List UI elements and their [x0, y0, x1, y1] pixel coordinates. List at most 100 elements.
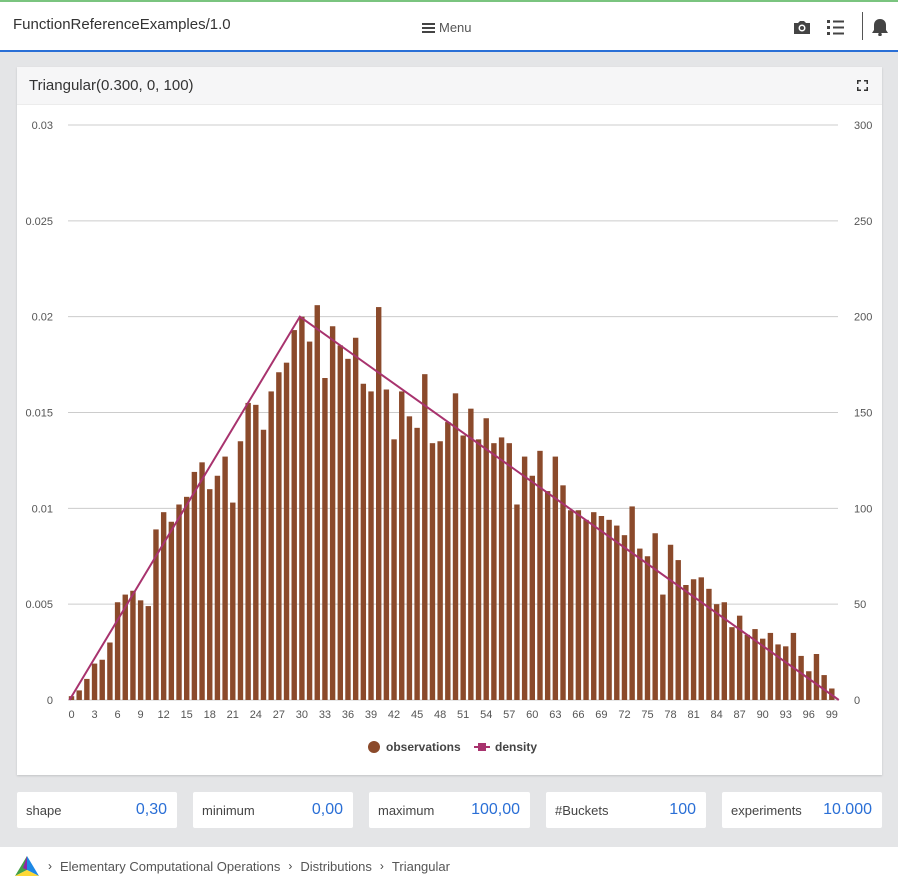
breadcrumb-item[interactable]: Elementary Computational Operations: [60, 858, 281, 874]
x-axis-tick-label: 36: [342, 709, 354, 721]
histogram-bar: [621, 535, 628, 700]
histogram-bar: [529, 475, 535, 700]
histogram-bar: [99, 659, 105, 700]
left-axis-tick-label: 0.01: [32, 503, 53, 515]
histogram-bar: [84, 678, 90, 700]
left-axis-tick-label: 0.005: [25, 599, 53, 611]
histogram-bar: [798, 655, 804, 700]
histogram-bar: [468, 408, 474, 700]
histogram-bar: [521, 456, 528, 700]
x-axis-tick-label: 90: [757, 709, 769, 721]
histogram-bar: [399, 391, 405, 700]
histogram-bar: [376, 307, 382, 700]
right-axis-tick-label: 0: [854, 695, 860, 707]
histogram-bar: [422, 374, 428, 700]
histogram-bar: [352, 337, 359, 700]
histogram-bar: [721, 602, 727, 700]
histogram-bar: [445, 422, 451, 700]
breadcrumb-item[interactable]: Triangular: [391, 858, 450, 874]
histogram-bar: [575, 510, 582, 700]
histogram-bar: [406, 416, 413, 700]
param-label: minimum: [202, 802, 255, 818]
hamburger-icon: [422, 22, 435, 33]
histogram-bar: [137, 600, 144, 700]
camera-icon[interactable]: [792, 18, 812, 36]
histogram-bar: [790, 632, 797, 700]
x-axis-tick-label: 21: [227, 709, 239, 721]
right-axis-tick-label: 200: [854, 312, 872, 324]
histogram-bar: [629, 506, 635, 700]
histogram-bar: [391, 439, 397, 700]
histogram-bar: [337, 345, 343, 700]
param-value: 100,00: [471, 801, 520, 818]
histogram-bar: [76, 690, 82, 700]
param-experiments[interactable]: experiments 10.000: [722, 792, 882, 828]
histogram-bar: [713, 604, 720, 700]
density-line: [68, 315, 840, 701]
x-axis-tick-label: 18: [204, 709, 216, 721]
left-axis-tick-label: 0.03: [32, 120, 53, 132]
parameter-bar: shape 0,30 minimum 0,00 maximum 100,00 #…: [0, 792, 898, 828]
menu-button[interactable]: Menu: [422, 20, 472, 35]
x-axis-tick-label: 84: [710, 709, 722, 721]
x-axis-tick-label: 45: [411, 709, 423, 721]
histogram-bar: [199, 462, 205, 700]
app-logo-icon[interactable]: [14, 855, 40, 877]
histogram-bar: [614, 525, 620, 700]
bell-icon[interactable]: [870, 18, 890, 36]
right-axis-tick-label: 50: [854, 599, 866, 611]
param-label: #Buckets: [555, 802, 609, 818]
histogram-bar: [360, 383, 367, 700]
param-label: shape: [26, 802, 62, 818]
param-shape[interactable]: shape 0,30: [17, 792, 177, 828]
x-axis-tick-label: 3: [91, 709, 97, 721]
histogram-bar: [491, 443, 497, 700]
histogram-bar: [460, 435, 466, 700]
x-axis-tick-label: 99: [826, 709, 838, 721]
histogram-bar: [544, 491, 551, 700]
param-maximum[interactable]: maximum 100,00: [369, 792, 530, 828]
histogram-bar: [675, 560, 681, 700]
histogram-bar: [207, 489, 213, 700]
param-minimum[interactable]: minimum 0,00: [193, 792, 353, 828]
param-label: maximum: [378, 802, 435, 818]
histogram-bar: [329, 326, 336, 700]
toolbar-divider: [862, 12, 863, 40]
x-axis-tick-label: 63: [549, 709, 561, 721]
histogram-bar: [184, 496, 190, 700]
histogram-bar: [91, 663, 98, 700]
list-icon[interactable]: [826, 18, 846, 36]
x-axis-tick-label: 60: [526, 709, 538, 721]
histogram-bar: [813, 654, 820, 700]
histogram-bar: [291, 330, 297, 700]
x-axis-tick-label: 93: [780, 709, 792, 721]
histogram-bar: [583, 519, 589, 700]
histogram-bar: [168, 521, 175, 700]
histogram-bar: [299, 316, 305, 700]
x-axis-tick-label: 33: [319, 709, 331, 721]
legend-density-marker: [478, 743, 486, 751]
histogram-bar: [683, 585, 689, 700]
histogram-bar: [176, 504, 182, 700]
histogram-bar: [276, 372, 282, 700]
histogram-bar: [706, 588, 712, 700]
histogram-bar: [429, 443, 436, 700]
param-value: 0,00: [311, 801, 343, 818]
histogram-bar: [483, 418, 489, 700]
histogram-bar: [437, 441, 443, 700]
x-axis-tick-label: 87: [734, 709, 746, 721]
histogram-bar: [498, 437, 505, 700]
top-bar: FunctionReferenceExamples/1.0 Menu: [0, 0, 898, 52]
histogram-chart: 00.0050.010.0150.020.0250.03050100150200…: [25, 120, 872, 754]
breadcrumb-item[interactable]: Distributions: [300, 858, 372, 874]
histogram-bar: [153, 529, 159, 700]
x-axis-tick-label: 72: [618, 709, 630, 721]
legend-density-label: density: [495, 740, 537, 754]
histogram-bar: [107, 642, 113, 700]
x-axis-tick-label: 15: [181, 709, 193, 721]
param-buckets[interactable]: #Buckets 100: [546, 792, 706, 828]
histogram-bar: [736, 615, 743, 700]
right-axis-tick-label: 100: [854, 503, 872, 515]
expand-icon[interactable]: [856, 79, 869, 92]
histogram-bar: [345, 358, 351, 700]
